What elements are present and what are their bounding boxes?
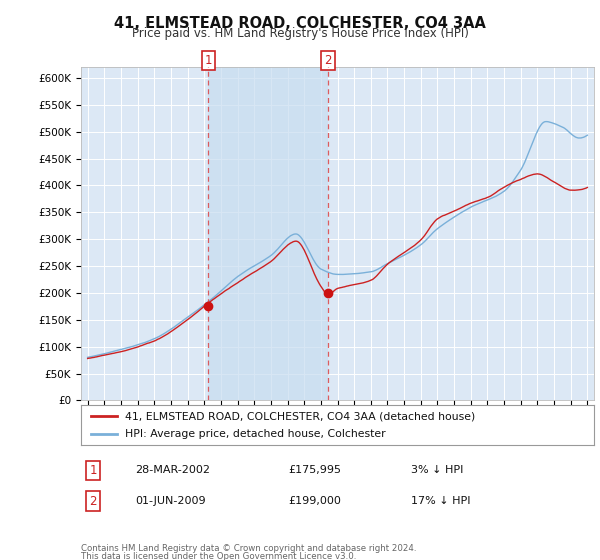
Text: HPI: Average price, detached house, Colchester: HPI: Average price, detached house, Colc… (125, 429, 385, 439)
Text: 2: 2 (89, 494, 97, 508)
Text: £175,995: £175,995 (288, 465, 341, 475)
Text: This data is licensed under the Open Government Licence v3.0.: This data is licensed under the Open Gov… (81, 552, 356, 560)
Text: 2: 2 (324, 54, 332, 67)
Text: 41, ELMSTEAD ROAD, COLCHESTER, CO4 3AA (detached house): 41, ELMSTEAD ROAD, COLCHESTER, CO4 3AA (… (125, 411, 475, 421)
Text: 41, ELMSTEAD ROAD, COLCHESTER, CO4 3AA: 41, ELMSTEAD ROAD, COLCHESTER, CO4 3AA (114, 16, 486, 31)
Text: Price paid vs. HM Land Registry's House Price Index (HPI): Price paid vs. HM Land Registry's House … (131, 27, 469, 40)
Bar (208, 67, 328, 400)
Text: £199,000: £199,000 (288, 496, 341, 506)
Text: 1: 1 (89, 464, 97, 477)
Text: 3% ↓ HPI: 3% ↓ HPI (411, 465, 463, 475)
Text: 17% ↓ HPI: 17% ↓ HPI (411, 496, 470, 506)
Text: 1: 1 (205, 54, 212, 67)
Text: Contains HM Land Registry data © Crown copyright and database right 2024.: Contains HM Land Registry data © Crown c… (81, 544, 416, 553)
Text: 01-JUN-2009: 01-JUN-2009 (135, 496, 206, 506)
Text: 28-MAR-2002: 28-MAR-2002 (135, 465, 210, 475)
